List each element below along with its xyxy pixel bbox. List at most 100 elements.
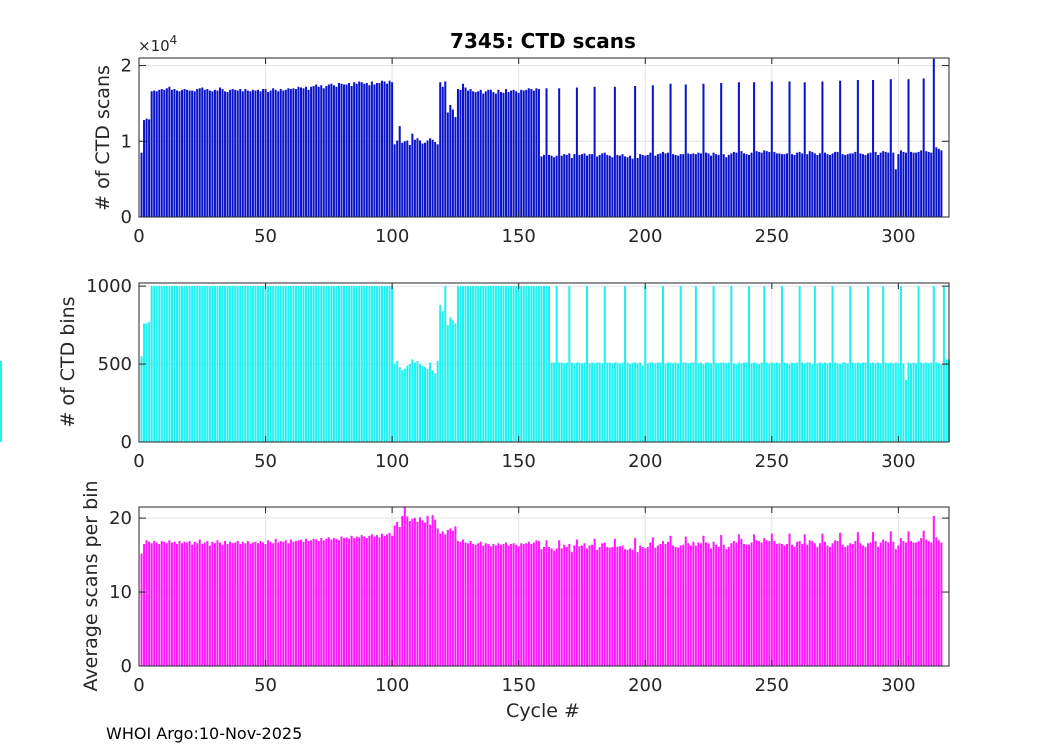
bar [748,154,751,217]
bar [337,82,340,218]
bar [796,541,799,666]
axes-box [138,282,950,443]
bar [674,362,677,442]
bar [464,286,467,442]
bar [254,90,257,217]
bar [578,546,581,666]
bar [472,91,475,217]
bar [191,286,194,442]
bar [889,531,892,666]
bar [368,535,371,666]
bar [646,154,649,217]
bar [279,286,282,442]
bar [168,286,171,442]
bar [418,517,421,666]
x-tick-label: 150 [502,451,536,472]
bar [474,286,477,442]
bar [378,82,381,218]
bar [586,548,589,666]
y-tick-label: 0 [121,207,132,228]
bar [753,534,756,666]
bar [358,81,361,217]
bar [477,91,480,217]
bar [424,367,427,442]
bar [360,535,363,666]
bar [348,538,351,666]
bar [618,363,621,442]
bar [264,89,267,217]
bar [269,90,272,217]
bar [256,89,259,217]
bar [651,362,654,442]
bar [573,363,576,442]
bar [740,151,743,217]
bar [264,543,267,666]
bar [512,543,515,666]
bar [441,86,444,218]
bar [760,152,763,217]
bar [798,151,801,217]
bar [325,538,328,666]
bar [375,82,378,218]
bar [869,542,872,666]
bar [882,151,885,217]
bar [692,541,695,666]
bar [383,535,386,666]
bar [145,323,148,442]
bar [484,91,487,217]
bar [644,548,647,666]
bar [479,541,482,666]
bar [436,360,439,442]
bar [677,363,680,442]
bar [793,154,796,217]
bar [563,154,566,217]
bar [464,87,467,217]
bar [783,362,786,442]
bar [439,82,442,217]
bar [613,362,616,442]
bar [854,541,857,666]
bar [446,112,449,217]
bar [601,543,604,666]
bar [844,154,847,217]
bar [429,138,432,217]
bar [267,540,270,666]
bar [196,89,199,217]
bar [897,154,900,217]
bar [451,320,454,442]
bar [669,535,672,666]
bar [791,544,794,666]
bar [170,286,173,442]
bar [770,81,773,217]
bar [542,286,546,442]
bar [335,286,338,442]
bar [269,541,272,666]
y-exponent: ×104 [138,33,177,55]
bar [629,548,632,666]
bar [365,286,368,442]
bar [704,362,708,442]
bar [262,542,265,666]
bar [573,545,576,666]
bar [836,541,839,666]
x-tick-label: 250 [755,675,789,696]
bar [434,373,437,442]
bar [418,140,421,217]
bar [284,540,287,666]
bar [155,542,158,666]
bar [396,360,399,442]
bar [363,536,366,666]
bar [305,286,308,442]
bar [831,153,834,217]
bar [416,138,419,217]
bar [586,286,589,442]
bar [467,286,470,442]
bar [851,362,854,442]
bar [844,546,847,666]
bar [553,157,556,217]
bar [907,362,910,442]
bar [608,547,611,666]
bar [907,79,910,217]
bar [851,543,854,666]
bar [768,151,771,217]
